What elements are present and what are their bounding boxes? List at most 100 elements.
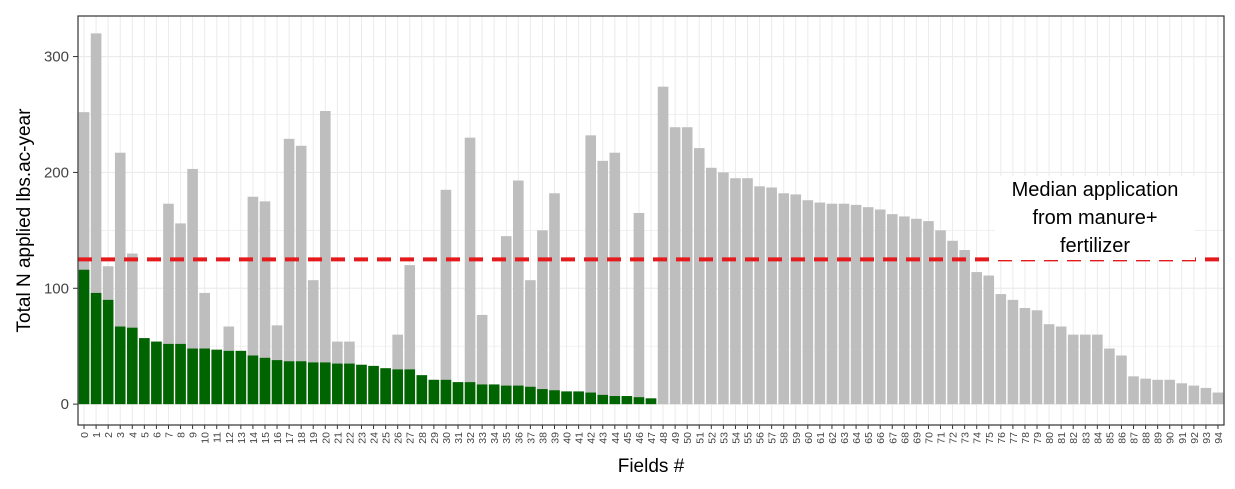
bar-manure	[259, 357, 271, 405]
bar-total	[307, 280, 319, 405]
bar-total	[163, 203, 174, 405]
bar-total	[114, 152, 126, 405]
x-tick-label: 22	[344, 432, 356, 444]
x-tick-label: 70	[923, 432, 935, 444]
bar-total	[585, 135, 596, 405]
x-tick-label: 59	[791, 432, 803, 444]
bar-manure	[102, 299, 114, 405]
bar-total	[259, 201, 271, 405]
bar-total	[681, 127, 693, 405]
x-tick-label: 50	[682, 432, 694, 444]
bar-total	[718, 172, 729, 405]
bar-total	[440, 189, 452, 405]
bar-total	[90, 33, 102, 405]
x-tick-label: 90	[1165, 432, 1177, 444]
bar-total	[1140, 378, 1151, 405]
y-tick-label: 200	[44, 164, 69, 181]
bars-total-series	[78, 33, 1224, 405]
x-tick-label: 57	[767, 432, 779, 444]
bar-manure	[537, 389, 548, 405]
bar-manure	[235, 350, 247, 405]
x-tick-label: 46	[634, 432, 646, 444]
bar-total	[187, 168, 198, 405]
x-tick-label: 43	[598, 432, 610, 444]
x-tick-label: 47	[646, 432, 658, 444]
x-tick-label: 29	[429, 432, 441, 444]
bar-total	[1212, 392, 1224, 405]
x-tick-label: 56	[755, 432, 767, 444]
bar-total	[826, 203, 838, 405]
bar-total	[1128, 376, 1139, 405]
bar-manure	[573, 391, 584, 405]
bar-total	[1007, 299, 1019, 405]
x-tick-label: 20	[320, 432, 332, 444]
bar-total	[1019, 307, 1031, 405]
bar-manure	[151, 341, 162, 405]
bar-total	[886, 214, 898, 405]
x-tick-label: 30	[441, 432, 453, 444]
bar-total	[1188, 385, 1200, 405]
x-tick-label: 36	[513, 432, 525, 444]
x-tick-label: 28	[417, 432, 429, 444]
x-tick-label: 81	[1056, 432, 1068, 444]
x-tick-label: 0	[79, 432, 91, 438]
x-tick-label: 85	[1104, 432, 1116, 444]
bar-manure	[392, 369, 403, 405]
x-tick-label: 84	[1092, 432, 1104, 444]
x-tick-label: 93	[1201, 432, 1213, 444]
x-tick-label: 52	[706, 432, 718, 444]
bar-total	[464, 137, 476, 405]
x-tick-label: 86	[1116, 432, 1128, 444]
bar-total	[1104, 348, 1115, 405]
bar-total	[923, 221, 934, 405]
bar-manure	[368, 365, 379, 405]
bar-total	[1031, 310, 1043, 405]
bar-total	[500, 236, 512, 405]
x-tick-label: 48	[658, 432, 670, 444]
bar-total	[742, 178, 753, 405]
x-tick-label: 9	[188, 432, 200, 438]
bar-manure	[404, 369, 416, 405]
bar-manure	[633, 397, 645, 405]
x-tick-label: 72	[948, 432, 960, 444]
x-tick-label: 7	[163, 432, 175, 438]
bar-manure	[307, 362, 319, 405]
x-tick-label: 74	[972, 432, 984, 444]
y-tick-label: 300	[44, 49, 69, 66]
bar-manure	[549, 390, 560, 405]
bar-manure	[211, 349, 223, 405]
bar-manure	[295, 361, 307, 405]
bar-total	[476, 314, 488, 405]
bar-total	[874, 209, 886, 405]
x-tick-label: 51	[694, 432, 706, 444]
bars-manure-series	[78, 269, 657, 405]
bar-manure	[356, 364, 367, 405]
x-tick-label: 35	[501, 432, 513, 444]
bar-total	[911, 218, 922, 405]
x-tick-label: 75	[984, 432, 996, 444]
y-tick-label: 100	[44, 280, 69, 297]
x-tick-label: 24	[369, 432, 381, 444]
median-annotation: Median application from manure+ fertiliz…	[995, 176, 1195, 260]
bar-total	[657, 86, 669, 405]
bar-manure	[90, 292, 102, 405]
x-tick-label: 32	[465, 432, 477, 444]
bar-total	[512, 180, 524, 405]
bar-total	[1055, 326, 1067, 405]
x-tick-label: 6	[151, 432, 163, 438]
bar-total	[838, 203, 850, 405]
bar-total	[1200, 387, 1212, 405]
y-tick-label: 0	[61, 396, 69, 413]
bar-total	[609, 152, 621, 405]
bar-total	[814, 202, 826, 405]
bar-total	[1092, 334, 1103, 405]
bar-total	[947, 240, 958, 405]
bar-total	[862, 207, 874, 405]
y-axis: 0 100 200 300	[44, 49, 78, 413]
x-tick-label: 37	[525, 432, 537, 444]
x-tick-label: 25	[381, 432, 393, 444]
x-tick-label: 76	[996, 432, 1008, 444]
bar-manure	[488, 384, 500, 405]
x-tick-label: 26	[393, 432, 405, 444]
